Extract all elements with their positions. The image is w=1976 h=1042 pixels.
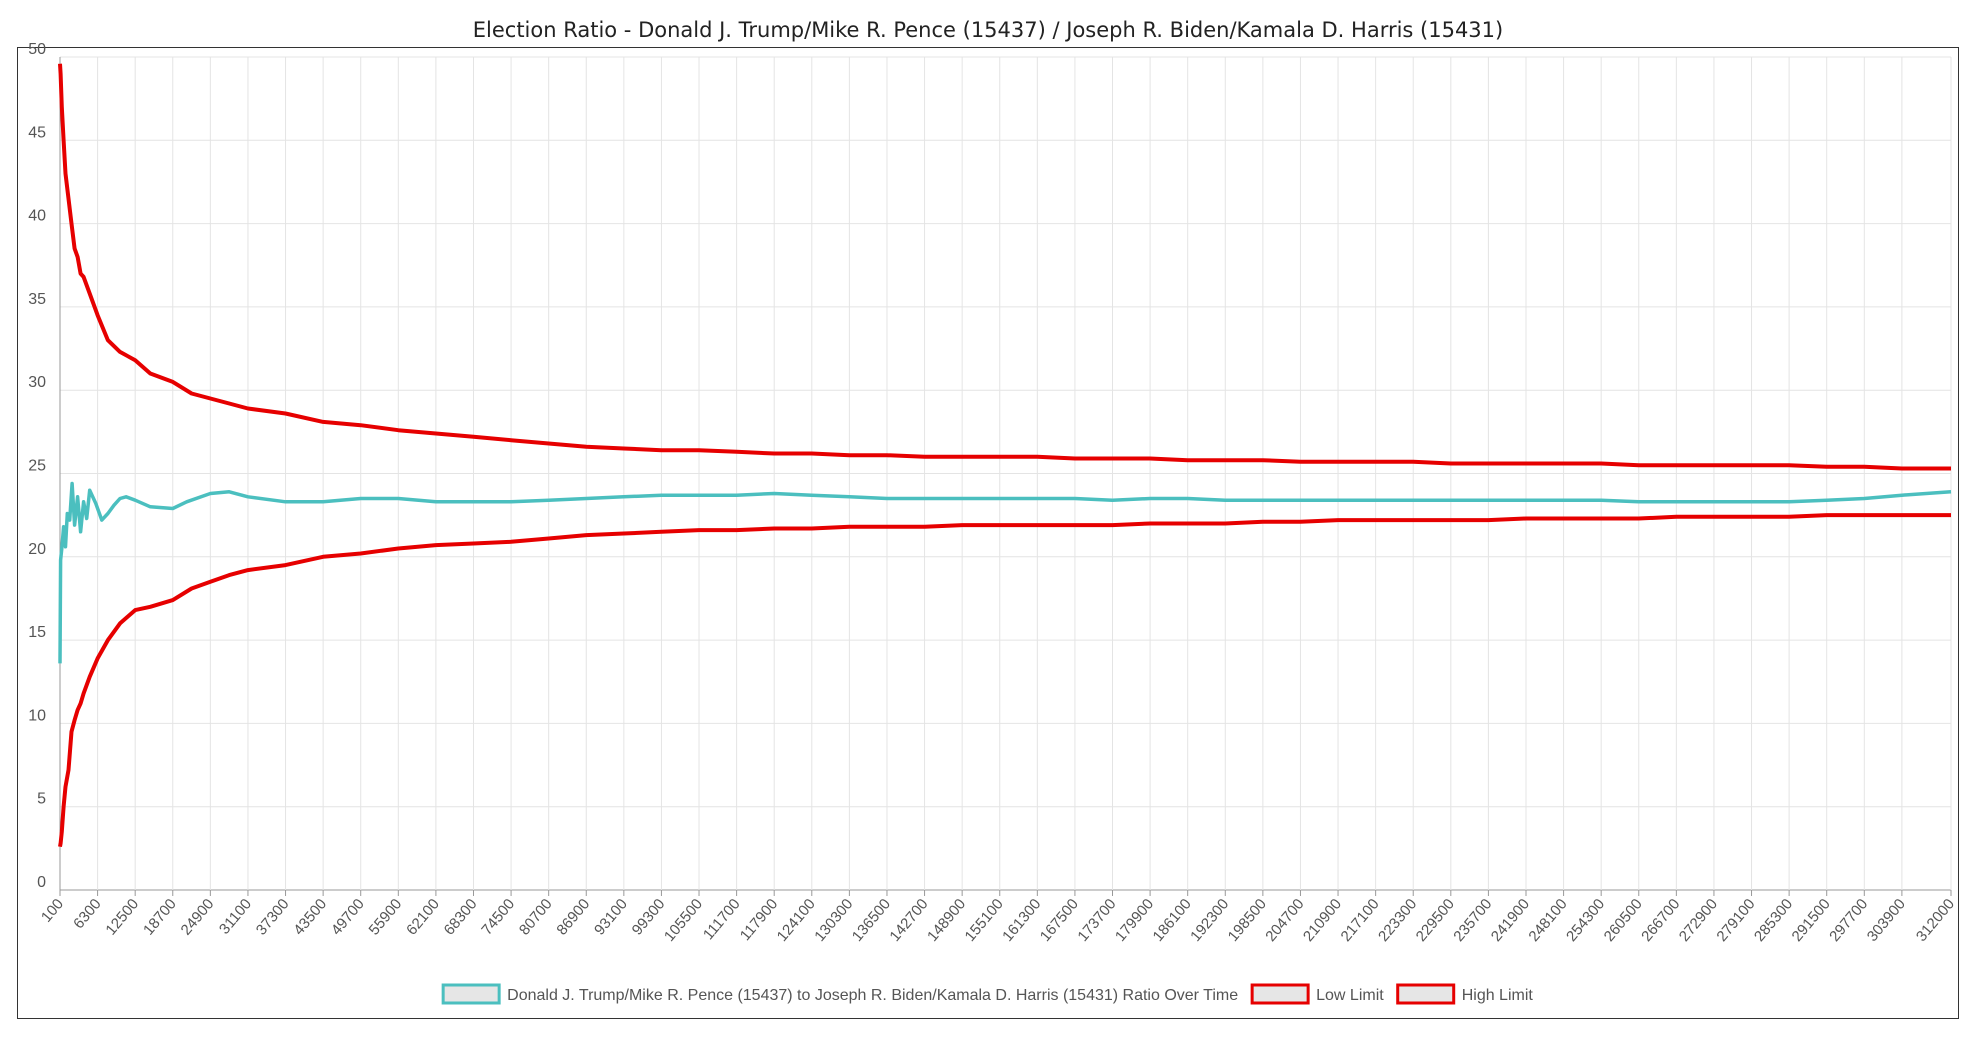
y-tick-label: 50 <box>28 41 46 58</box>
x-tick-label: 86900 <box>553 896 593 939</box>
x-tick-label: 18700 <box>140 896 180 939</box>
x-tick-label: 37300 <box>253 896 293 939</box>
x-tick-label: 312000 <box>1913 896 1958 945</box>
x-tick-label: 223300 <box>1375 896 1420 945</box>
x-tick-label: 24900 <box>178 896 218 939</box>
x-tick-label: 111700 <box>700 896 744 944</box>
legend-label[interactable]: High Limit <box>1462 987 1534 1004</box>
legend: Donald J. Trump/Mike R. Pence (15437) to… <box>441 983 1534 1005</box>
x-tick-label: 161300 <box>999 896 1044 945</box>
axis-layer: 0 5 10 15 20 25 30 35 40 45 50 100 63001250018700249… <box>28 41 1958 945</box>
x-tick-label: 303900 <box>1864 896 1909 945</box>
x-tick-label: 173700 <box>1074 896 1119 945</box>
series-line-high-limit <box>58 63 1951 471</box>
x-tick-label: 31100 <box>216 896 255 938</box>
x-tick-label: 100 <box>38 896 67 926</box>
y-tick-label: 35 <box>28 291 46 308</box>
y-tick-label: 5 <box>37 791 46 808</box>
x-tick-label: 248100 <box>1525 896 1570 945</box>
x-tick-label: 43500 <box>290 896 330 939</box>
series-line-ratio <box>58 481 1952 664</box>
y-tick-label: 10 <box>28 707 46 724</box>
y-tick-label: 25 <box>28 458 46 475</box>
x-tick-label: 272900 <box>1676 896 1721 945</box>
x-tick-label: 55900 <box>366 896 406 939</box>
x-tick-label: 186100 <box>1150 896 1195 945</box>
x-tick-label: 12500 <box>102 896 142 939</box>
x-tick-label: 142700 <box>886 896 931 945</box>
x-tick-label: 80700 <box>516 896 556 939</box>
x-tick-label: 93100 <box>591 896 631 939</box>
y-tick-label: 40 <box>28 208 46 225</box>
x-tick-label: 49700 <box>328 896 368 939</box>
x-tick-label: 124100 <box>774 896 819 945</box>
chart-frame <box>17 47 1959 1019</box>
x-tick-label: 167500 <box>1037 896 1082 945</box>
x-tick-label: 155100 <box>962 896 1007 945</box>
x-tick-label: 62100 <box>403 896 443 939</box>
x-tick-label: 241900 <box>1488 896 1533 945</box>
x-tick-label: 130300 <box>811 896 856 945</box>
x-tick-label: 198500 <box>1225 896 1270 945</box>
x-tick-label: 254300 <box>1563 896 1608 945</box>
x-tick-label: 297700 <box>1826 896 1871 945</box>
x-tick-label: 217100 <box>1337 896 1382 945</box>
grid-layer <box>59 56 1952 891</box>
x-tick-label: 260500 <box>1601 896 1646 945</box>
x-tick-label: 105500 <box>661 896 706 945</box>
series-layer <box>58 63 1952 848</box>
y-tick-label: 30 <box>28 374 46 391</box>
legend-swatch[interactable] <box>1250 983 1310 1005</box>
legend-label[interactable]: Low Limit <box>1316 987 1384 1004</box>
y-tick-label: 15 <box>28 624 46 641</box>
x-tick-label: 229500 <box>1413 896 1458 945</box>
x-tick-label: 74500 <box>478 896 518 939</box>
y-tick-label: 20 <box>28 541 46 558</box>
x-tick-label: 6300 <box>70 896 104 932</box>
y-tick-label: 0 <box>37 874 46 891</box>
x-tick-label: 148900 <box>924 896 969 945</box>
x-tick-label: 266700 <box>1638 896 1683 945</box>
x-tick-label: 210900 <box>1300 896 1345 945</box>
x-tick-label: 117900 <box>737 896 781 944</box>
x-tick-label: 192300 <box>1187 896 1232 945</box>
x-tick-label: 279100 <box>1713 896 1758 945</box>
chart-title: Election Ratio - Donald J. Trump/Mike R.… <box>472 18 1504 42</box>
series-line-low-limit <box>58 513 1951 848</box>
legend-swatch[interactable] <box>1396 983 1456 1005</box>
x-tick-label: 68300 <box>441 896 481 939</box>
y-tick-label: 45 <box>28 124 46 141</box>
x-tick-label: 285300 <box>1751 896 1796 945</box>
legend-swatch[interactable] <box>441 983 501 1005</box>
x-tick-label: 179900 <box>1112 896 1157 945</box>
x-tick-label: 136500 <box>849 896 894 945</box>
legend-label[interactable]: Donald J. Trump/Mike R. Pence (15437) to… <box>507 987 1238 1004</box>
x-tick-label: 291500 <box>1789 896 1834 945</box>
x-tick-label: 204700 <box>1262 896 1307 945</box>
x-tick-label: 235700 <box>1450 896 1495 945</box>
